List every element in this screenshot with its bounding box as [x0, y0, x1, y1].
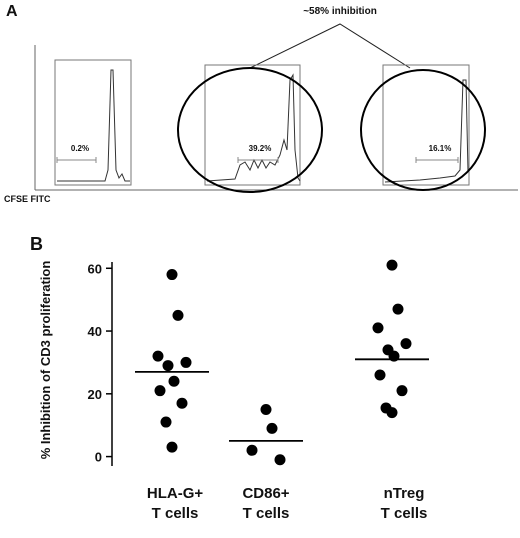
x-tick-label: CD86+ [242, 485, 289, 502]
panel-label: A [6, 3, 18, 20]
gate-marker [415, 157, 459, 163]
bracket [249, 23, 411, 69]
dot [172, 309, 184, 321]
dot [266, 422, 278, 434]
dot [260, 404, 272, 416]
dot [392, 303, 404, 315]
panel-a: A ~58% inhibition CFSE FITC 0.2% 39.2% 1… [4, 3, 518, 204]
y-tick-label: 40 [88, 324, 102, 339]
y-tick-label: 60 [88, 261, 102, 276]
histogram-box [54, 59, 132, 186]
dot [176, 397, 188, 409]
dot [372, 322, 384, 334]
gate-label: 0.2% [71, 144, 89, 153]
dot [160, 416, 172, 428]
ellipse [177, 67, 323, 193]
gate-marker [56, 157, 97, 163]
y-tick-label: 0 [95, 450, 102, 465]
x-tick-label: T cells [381, 505, 428, 522]
dot [154, 385, 166, 397]
dot [274, 454, 286, 466]
dot [396, 385, 408, 397]
histogram [206, 73, 301, 182]
x-tick-label: nTreg [384, 485, 425, 502]
x-tick-label: T cells [152, 505, 199, 522]
annotation: ~58% inhibition [303, 6, 377, 17]
dot [152, 350, 164, 362]
histogram [384, 79, 469, 183]
gate-marker [237, 157, 279, 163]
x-tick-label: T cells [243, 505, 290, 522]
dot [374, 369, 386, 381]
histogram-box [204, 64, 301, 186]
dot [166, 269, 178, 281]
dot [168, 375, 180, 387]
histogram-box [382, 64, 470, 186]
gate-label: 39.2% [249, 144, 272, 153]
axis-label: CFSE FITC [4, 194, 51, 204]
dot [166, 441, 178, 453]
dot [386, 259, 398, 271]
dot [386, 407, 398, 419]
gate-label: 16.1% [429, 144, 452, 153]
y-axis-label: % Inhibition of CD3 proliferation [38, 261, 53, 460]
dot [400, 338, 412, 350]
x-tick-label: HLA-G+ [147, 485, 203, 502]
dot [162, 360, 174, 372]
dot [180, 356, 192, 368]
dot [246, 444, 258, 456]
ellipse [360, 69, 486, 191]
y-tick-label: 20 [88, 387, 102, 402]
histogram [57, 69, 130, 182]
panel-label: B [30, 234, 43, 254]
